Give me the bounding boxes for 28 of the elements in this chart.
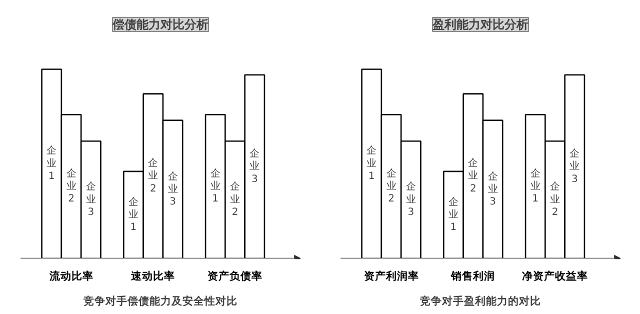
x-tick-label: 资产负债率	[208, 270, 263, 282]
text: 企业2	[148, 158, 158, 194]
series-label: 企业1	[448, 196, 458, 234]
series-label: 企业1	[128, 196, 138, 234]
x-tick-label: 资产利润率	[364, 270, 419, 282]
text: 企业1	[210, 168, 220, 205]
text: 企业3	[250, 148, 260, 185]
text: 企业1	[530, 168, 540, 205]
text: 竞争对手盈利能力的对比	[419, 294, 541, 308]
series-label: 企业3	[570, 148, 580, 185]
series-label: 企业2	[230, 180, 240, 218]
x-tick-label: 流动比率	[48, 270, 94, 282]
series-label: 企业3	[168, 170, 178, 208]
text: 企业2	[386, 168, 396, 205]
x-tick-label: 销售利润	[450, 270, 496, 282]
chart-title: 盈利能力对比分析	[432, 18, 528, 32]
text: 企业3	[86, 182, 96, 218]
series-label: 企业2	[550, 180, 560, 218]
x-tick-label: 净资产收益率	[522, 270, 588, 282]
text: 企业1	[366, 146, 377, 182]
text: 企业2	[66, 168, 76, 205]
x-tick-label: 速动比率	[130, 270, 176, 282]
chart-title: 偿债能力对比分析	[112, 18, 208, 32]
text: 企业3	[488, 171, 498, 208]
text: 企业2	[468, 158, 478, 194]
text: 竞争对手偿债能力及安全性对比	[82, 294, 238, 308]
text: 企业1	[46, 146, 57, 182]
text: 企业3	[406, 182, 416, 218]
